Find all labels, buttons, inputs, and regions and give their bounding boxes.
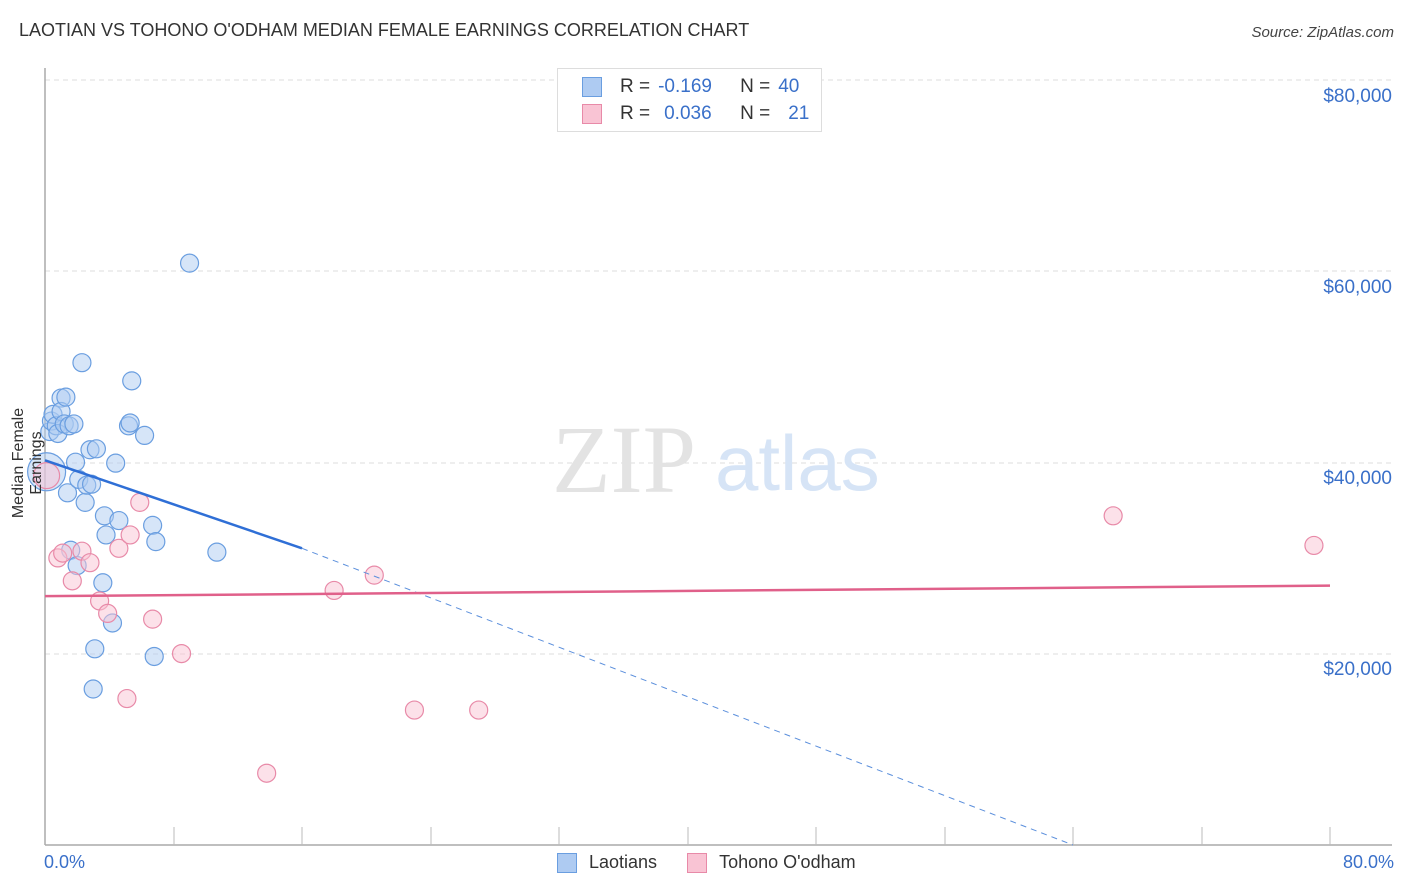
- trend-line: [44, 584, 1331, 598]
- data-point: [207, 542, 227, 562]
- data-point: [1103, 506, 1123, 526]
- watermark-zip: ZIP: [552, 406, 696, 513]
- source-label: Source: ZipAtlas.com: [1251, 24, 1394, 41]
- data-point: [98, 603, 118, 624]
- data-point: [324, 580, 344, 601]
- watermark-atlas: atlas: [715, 419, 880, 507]
- data-point: [93, 573, 113, 593]
- n-value: 40: [778, 76, 800, 97]
- laotians-swatch-icon: [557, 852, 577, 873]
- r-value: -0.169: [658, 76, 712, 97]
- chart-title: LAOTIAN VS TOHONO O'ODHAM MEDIAN FEMALE …: [19, 20, 750, 40]
- data-point: [143, 609, 163, 629]
- tohono-swatch-icon: [687, 852, 708, 873]
- data-point: [146, 532, 166, 552]
- n-label: N =: [740, 103, 771, 124]
- data-point: [122, 371, 142, 391]
- data-point: [117, 688, 137, 709]
- r-value: 0.036: [664, 103, 712, 124]
- trend-line: [44, 459, 303, 550]
- legend-row-tohono: R = 0.036 N = 21: [582, 102, 809, 126]
- legend-row-laotians: R = -0.169 N = 40: [582, 75, 799, 99]
- series-legend: Laotians Tohono O'odham: [557, 852, 886, 873]
- r-label: R =: [620, 76, 651, 97]
- r-label: R =: [620, 103, 651, 124]
- correlation-legend: R = -0.169 N = 40 R = 0.036 N = 21: [557, 68, 822, 132]
- trend-line-extension: [301, 547, 1074, 846]
- x-axis-ticks: [173, 827, 1331, 845]
- data-point: [57, 483, 78, 503]
- data-point: [134, 425, 155, 446]
- data-point: [96, 525, 116, 545]
- data-point: [75, 492, 95, 512]
- legend-label: Tohono O'odham: [719, 852, 856, 872]
- data-point: [469, 700, 489, 720]
- data-point: [143, 515, 163, 535]
- y-tick-40000: $40,000: [1323, 468, 1392, 489]
- data-point: [72, 353, 92, 373]
- data-point: [62, 571, 82, 591]
- gridlines: [45, 79, 1392, 655]
- x-tick-max: 80.0%: [1342, 852, 1394, 872]
- data-point: [109, 510, 129, 531]
- legend-item-tohono[interactable]: Tohono O'odham: [687, 852, 856, 873]
- x-tick-min: 0.0%: [44, 852, 86, 872]
- data-point: [364, 565, 384, 585]
- legend-item-laotians[interactable]: Laotians: [557, 852, 657, 873]
- data-point: [1304, 535, 1324, 556]
- tohono-swatch-icon: [582, 104, 602, 124]
- y-tick-80000: $80,000: [1323, 86, 1392, 107]
- data-point: [33, 461, 61, 490]
- data-point: [404, 700, 425, 720]
- n-label: N =: [740, 76, 771, 97]
- y-axis-label: Median Female Earnings: [10, 407, 45, 519]
- data-point: [179, 253, 200, 273]
- data-point: [64, 414, 84, 434]
- y-tick-60000: $60,000: [1323, 277, 1392, 298]
- data-point: [120, 413, 140, 433]
- data-point: [109, 538, 129, 558]
- data-point: [86, 439, 107, 459]
- data-point: [106, 453, 126, 473]
- data-point: [144, 646, 164, 667]
- data-point: [56, 387, 76, 407]
- data-point: [171, 643, 192, 664]
- legend-label: Laotians: [589, 852, 658, 872]
- y-tick-20000: $20,000: [1323, 659, 1392, 680]
- data-point: [85, 639, 105, 659]
- data-point: [53, 543, 73, 563]
- data-point: [257, 763, 277, 783]
- laotians-swatch-icon: [582, 77, 602, 97]
- n-value: 21: [788, 103, 810, 124]
- data-point: [120, 525, 140, 545]
- data-point: [80, 553, 100, 573]
- data-point: [83, 679, 103, 699]
